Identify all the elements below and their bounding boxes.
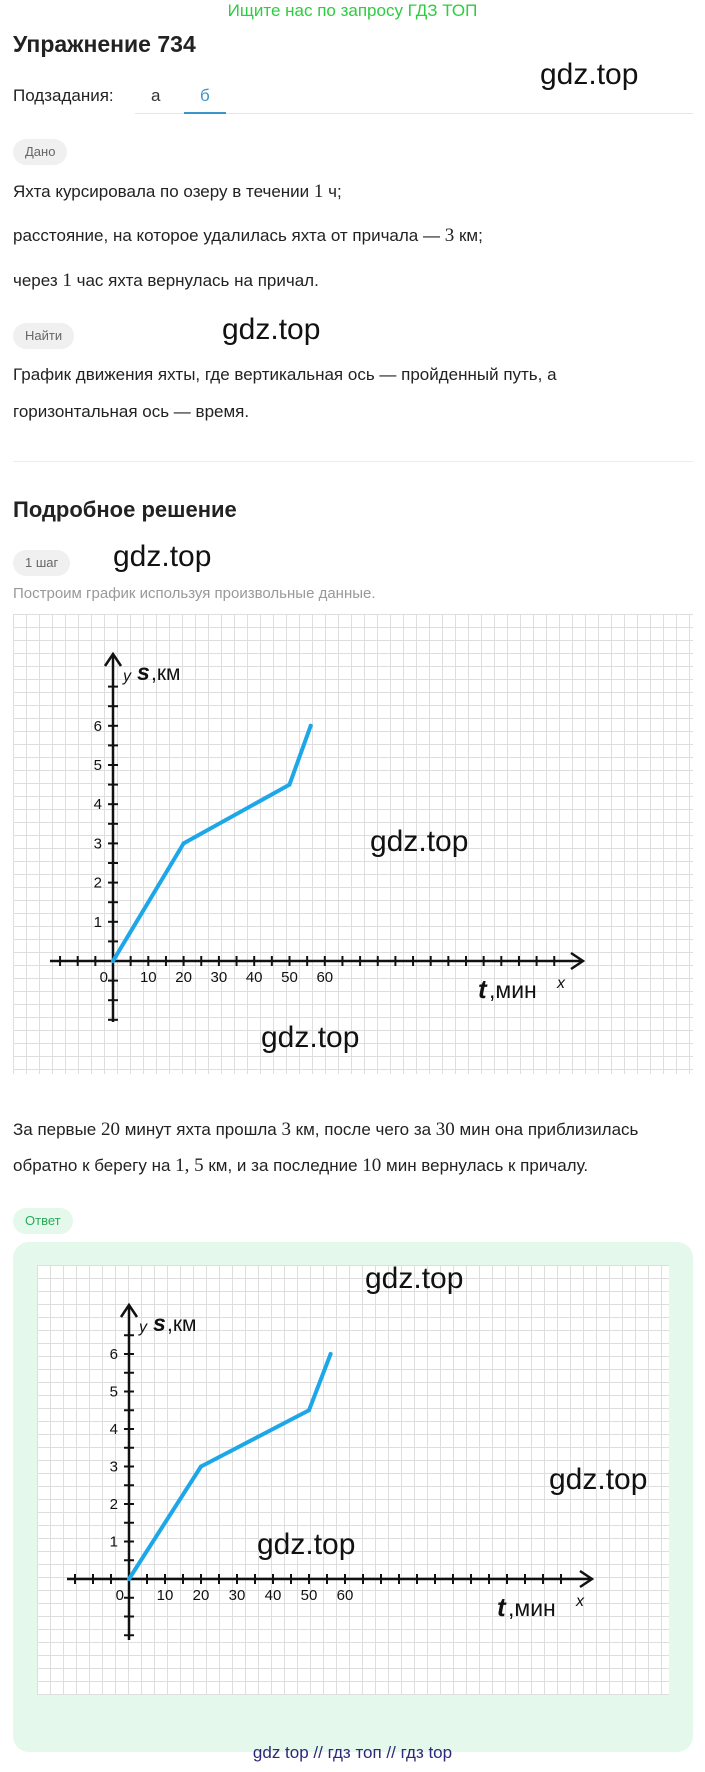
find-line-1: График движения яхты, где вертикальная о… bbox=[13, 365, 557, 384]
step-pill: 1 шаг bbox=[13, 550, 71, 576]
data-point bbox=[287, 782, 292, 787]
data-point bbox=[127, 1577, 131, 1581]
page-title: Упражнение 734 bbox=[13, 31, 196, 57]
y-axis-label-unit: ,км bbox=[167, 1313, 196, 1336]
answer-pill: Ответ bbox=[13, 1208, 73, 1234]
x-tick-label: 30 bbox=[211, 969, 228, 986]
y-tick-label: 4 bbox=[94, 796, 102, 813]
watermark: gdz.top bbox=[257, 1528, 356, 1561]
chart-panel-2: 10 20 30 40 50 60 1 2 3 4 5 6 0 y s ,км t ,мин x bbox=[37, 1265, 669, 1695]
x-axis-label-unit: ,мин bbox=[508, 1595, 556, 1621]
subtasks-label: Подзадания: bbox=[13, 86, 114, 105]
solution-title: Подробное решение bbox=[13, 497, 237, 522]
y-axis-letter: y bbox=[138, 1319, 148, 1336]
origin-label: 0 bbox=[100, 969, 108, 986]
x-tick-label: 50 bbox=[301, 1587, 318, 1604]
x-axis-label-symbol: t bbox=[497, 1592, 507, 1622]
active-tab-indicator bbox=[184, 112, 226, 114]
y-tick-label: 1 bbox=[94, 914, 102, 931]
data-line bbox=[111, 723, 313, 963]
step-description: Построим график используя произвольные д… bbox=[13, 585, 376, 602]
chart-panel-1: 10 20 30 40 50 60 1 2 3 4 5 6 0 y s ,км t ,мин x bbox=[13, 614, 693, 1074]
watermark: gdz.top bbox=[365, 1262, 464, 1295]
x-tick-label: 10 bbox=[157, 1587, 174, 1604]
y-axis-letter: y bbox=[122, 668, 132, 685]
x-tick-label: 40 bbox=[265, 1587, 282, 1604]
search-banner: Ищите нас по запросу ГДЗ ТОП bbox=[227, 1, 478, 20]
subtabs-divider bbox=[135, 113, 693, 114]
data-point bbox=[328, 1352, 333, 1356]
y-axis-label-unit: ,км bbox=[151, 662, 180, 685]
subtask-tab-b[interactable]: б bbox=[200, 86, 210, 105]
x-tick-label: 20 bbox=[175, 969, 192, 986]
x-tick-label: 60 bbox=[316, 969, 333, 986]
x-axis-label-unit: ,мин bbox=[489, 977, 537, 1003]
watermark: gdz.top bbox=[113, 540, 212, 573]
y-axis-label-symbol: s bbox=[137, 659, 150, 685]
data-point bbox=[111, 959, 115, 963]
footer-links[interactable]: gdz top // гдз топ // гдз top bbox=[252, 1743, 453, 1762]
subtask-tab-a[interactable]: а bbox=[151, 86, 161, 105]
watermark: gdz.top bbox=[261, 1021, 360, 1054]
x-axis-letter: x bbox=[556, 975, 566, 992]
y-axis-label-symbol: s bbox=[153, 1310, 166, 1336]
x-axis-label-symbol: t bbox=[478, 974, 488, 1004]
data-line bbox=[127, 1352, 333, 1581]
x-tick-label: 50 bbox=[281, 969, 298, 986]
y-tick-label: 3 bbox=[94, 835, 102, 852]
y-axis-arrow bbox=[103, 651, 123, 667]
y-tick-label: 6 bbox=[110, 1346, 118, 1363]
find-line-2: горизонтальная ось — время. bbox=[13, 402, 250, 421]
watermark: gdz.top bbox=[549, 1463, 648, 1496]
y-tick-label: 2 bbox=[110, 1496, 118, 1513]
origin-label: 0 bbox=[116, 1587, 124, 1604]
data-point bbox=[199, 1464, 203, 1469]
explanation-line-2: обратно к берегу на 1, 5 км, и за послед… bbox=[13, 1155, 589, 1176]
x-axis-arrow bbox=[579, 1569, 595, 1589]
x-tick-label: 10 bbox=[140, 969, 157, 986]
watermark: gdz.top bbox=[370, 825, 469, 858]
data-point bbox=[308, 723, 313, 728]
given-line-1: Яхта курсировала по озеру в течении 1 ч; bbox=[13, 181, 342, 202]
x-tick-label: 20 bbox=[193, 1587, 210, 1604]
x-tick-label: 60 bbox=[337, 1587, 354, 1604]
y-tick-label: 4 bbox=[110, 1421, 118, 1438]
y-tick-label: 2 bbox=[94, 875, 102, 892]
given-line-3: через 1 час яхта вернулась на причал. bbox=[13, 270, 319, 291]
y-tick-label: 5 bbox=[94, 757, 102, 774]
x-axis-arrow bbox=[570, 951, 586, 971]
y-axis-arrow bbox=[119, 1302, 139, 1318]
section-divider bbox=[13, 461, 693, 462]
data-point bbox=[181, 841, 186, 846]
explanation-line-1: За первые 20 минут яхта прошла 3 км, пос… bbox=[13, 1119, 639, 1140]
x-tick-label: 40 bbox=[246, 969, 263, 986]
watermark: gdz.top bbox=[222, 313, 321, 346]
given-pill: Дано bbox=[13, 139, 68, 165]
data-point bbox=[307, 1408, 311, 1413]
watermark: gdz.top bbox=[540, 58, 639, 91]
y-tick-label: 5 bbox=[110, 1384, 118, 1401]
y-tick-label: 3 bbox=[110, 1459, 118, 1476]
y-tick-label: 6 bbox=[94, 718, 102, 735]
y-tick-label: 1 bbox=[110, 1534, 118, 1551]
x-axis-letter: x bbox=[575, 1593, 585, 1610]
x-tick-label: 30 bbox=[229, 1587, 246, 1604]
given-line-2: расстояние, на которое удалилась яхта от… bbox=[13, 225, 483, 246]
find-pill: Найти bbox=[13, 323, 75, 349]
